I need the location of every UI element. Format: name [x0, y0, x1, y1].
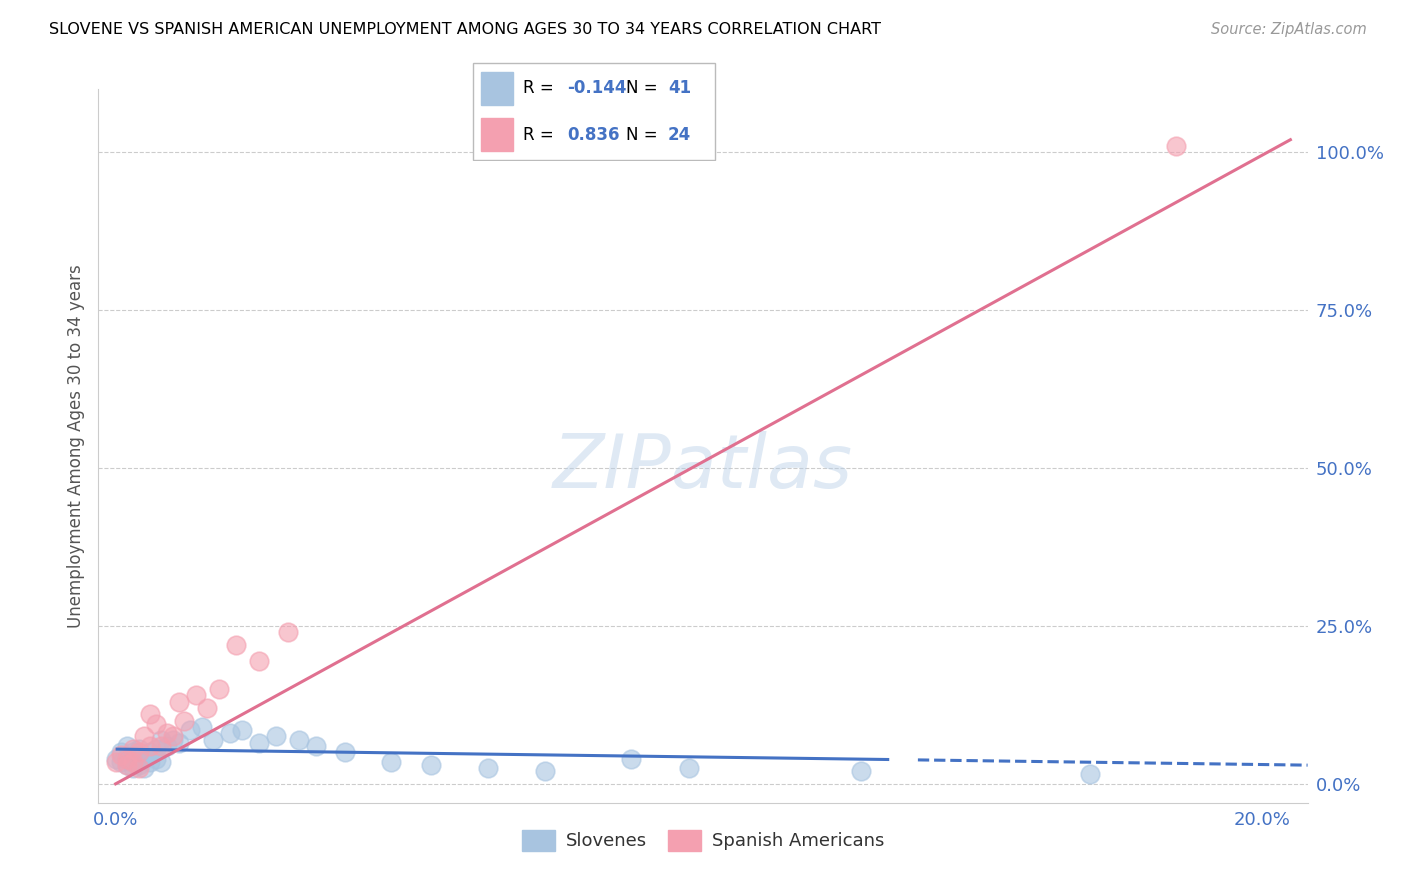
- Point: [110, 755, 132, 769]
- Point: [139, 745, 162, 759]
- Point: [121, 755, 143, 769]
- Point: [419, 758, 441, 772]
- Point: [202, 732, 225, 747]
- Point: [231, 723, 253, 738]
- Point: [264, 730, 287, 744]
- Point: [115, 751, 138, 765]
- Point: [128, 758, 150, 772]
- Point: [134, 751, 156, 765]
- Point: [104, 751, 127, 765]
- Point: [247, 736, 270, 750]
- Point: [288, 732, 311, 747]
- Point: [156, 726, 179, 740]
- Point: [219, 726, 242, 740]
- Point: [139, 739, 162, 753]
- Y-axis label: Unemployment Among Ages 30 to 34 years: Unemployment Among Ages 30 to 34 years: [66, 264, 84, 628]
- Point: [1078, 767, 1101, 781]
- Point: [134, 761, 156, 775]
- Point: [162, 732, 184, 747]
- Point: [305, 739, 328, 753]
- Point: [156, 739, 179, 753]
- Point: [115, 751, 138, 765]
- Point: [139, 707, 162, 722]
- Point: [128, 742, 150, 756]
- Point: [128, 745, 150, 759]
- Point: [477, 761, 499, 775]
- Text: R =: R =: [523, 126, 558, 144]
- Point: [247, 654, 270, 668]
- Point: [195, 701, 218, 715]
- Text: 24: 24: [668, 126, 692, 144]
- Point: [145, 742, 167, 756]
- FancyBboxPatch shape: [474, 63, 714, 160]
- Text: N =: N =: [626, 79, 662, 97]
- Bar: [481, 72, 513, 104]
- Point: [534, 764, 557, 779]
- Point: [110, 748, 132, 763]
- Point: [208, 682, 231, 697]
- Point: [121, 761, 143, 775]
- Point: [134, 730, 156, 744]
- Point: [115, 739, 138, 753]
- Point: [150, 755, 173, 769]
- Point: [150, 732, 173, 747]
- Point: [184, 689, 207, 703]
- Point: [225, 638, 247, 652]
- Point: [139, 755, 162, 769]
- Point: [190, 720, 212, 734]
- Point: [121, 755, 143, 769]
- Point: [167, 736, 190, 750]
- Text: Source: ZipAtlas.com: Source: ZipAtlas.com: [1211, 22, 1367, 37]
- Point: [121, 742, 143, 756]
- Point: [128, 748, 150, 763]
- Text: -0.144: -0.144: [567, 79, 627, 97]
- Point: [162, 730, 184, 744]
- Point: [380, 755, 402, 769]
- Point: [849, 764, 872, 779]
- Text: ZIPatlas: ZIPatlas: [553, 432, 853, 503]
- Point: [115, 758, 138, 772]
- Text: R =: R =: [523, 79, 558, 97]
- Text: SLOVENE VS SPANISH AMERICAN UNEMPLOYMENT AMONG AGES 30 TO 34 YEARS CORRELATION C: SLOVENE VS SPANISH AMERICAN UNEMPLOYMENT…: [49, 22, 882, 37]
- Point: [620, 751, 643, 765]
- Bar: [481, 119, 513, 151]
- Point: [104, 755, 127, 769]
- Point: [333, 745, 356, 759]
- Point: [277, 625, 299, 640]
- Point: [173, 714, 195, 728]
- Point: [1164, 139, 1187, 153]
- Point: [121, 745, 143, 759]
- Text: 41: 41: [668, 79, 690, 97]
- Point: [150, 739, 173, 753]
- Text: N =: N =: [626, 126, 662, 144]
- Point: [678, 761, 700, 775]
- Point: [179, 723, 201, 738]
- Text: 0.836: 0.836: [567, 126, 620, 144]
- Legend: Slovenes, Spanish Americans: Slovenes, Spanish Americans: [515, 822, 891, 858]
- Point: [115, 758, 138, 772]
- Point: [167, 695, 190, 709]
- Point: [145, 717, 167, 731]
- Point: [145, 751, 167, 765]
- Point: [128, 761, 150, 775]
- Point: [110, 745, 132, 759]
